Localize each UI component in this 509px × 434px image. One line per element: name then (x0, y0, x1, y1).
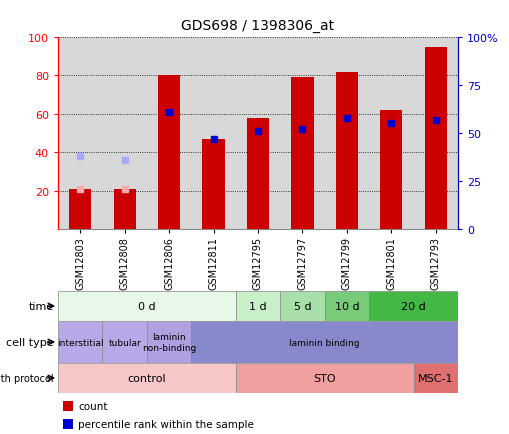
FancyBboxPatch shape (279, 291, 324, 321)
FancyBboxPatch shape (235, 291, 279, 321)
Text: 20 d: 20 d (401, 301, 425, 311)
Text: 10 d: 10 d (334, 301, 358, 311)
Text: 1 d: 1 d (249, 301, 266, 311)
Bar (202, 139, 224, 230)
Bar (324, 38, 369, 230)
FancyBboxPatch shape (58, 321, 102, 363)
FancyBboxPatch shape (58, 363, 235, 393)
Text: time: time (29, 301, 54, 311)
Bar (380, 111, 402, 230)
Bar (413, 38, 457, 230)
Text: tubular: tubular (108, 338, 141, 347)
Bar (335, 72, 357, 230)
FancyBboxPatch shape (58, 291, 235, 321)
FancyBboxPatch shape (191, 321, 457, 363)
Bar (102, 38, 147, 230)
Text: laminin binding: laminin binding (289, 338, 359, 347)
Bar (246, 118, 269, 230)
Bar (158, 76, 180, 230)
Bar (114, 189, 135, 230)
FancyBboxPatch shape (324, 291, 369, 321)
Bar (235, 38, 279, 230)
Bar (369, 38, 413, 230)
Text: interstitial: interstitial (57, 338, 103, 347)
Bar (279, 38, 324, 230)
FancyBboxPatch shape (102, 321, 147, 363)
Text: count: count (78, 401, 107, 411)
Text: cell type: cell type (6, 337, 54, 347)
Bar (58, 38, 102, 230)
Text: growth protocol: growth protocol (0, 373, 54, 383)
Text: MSC-1: MSC-1 (417, 373, 453, 383)
FancyBboxPatch shape (413, 363, 457, 393)
Text: 5 d: 5 d (293, 301, 310, 311)
Text: percentile rank within the sample: percentile rank within the sample (78, 419, 253, 429)
FancyBboxPatch shape (369, 291, 457, 321)
FancyBboxPatch shape (147, 321, 191, 363)
Text: STO: STO (313, 373, 335, 383)
FancyBboxPatch shape (235, 363, 413, 393)
Text: laminin
non-binding: laminin non-binding (142, 332, 196, 352)
Title: GDS698 / 1398306_at: GDS698 / 1398306_at (181, 19, 334, 33)
Text: 0 d: 0 d (138, 301, 155, 311)
Bar (69, 189, 91, 230)
Bar (147, 38, 191, 230)
Bar (291, 78, 313, 230)
Text: control: control (127, 373, 166, 383)
Bar (424, 47, 446, 230)
Bar (191, 38, 235, 230)
